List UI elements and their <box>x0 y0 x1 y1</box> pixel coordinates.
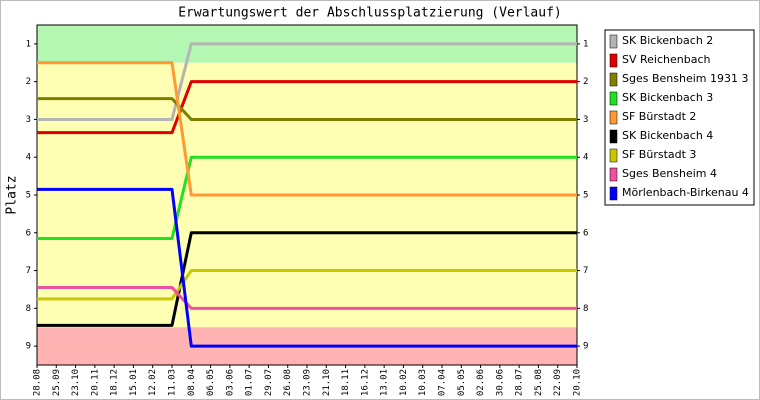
legend-label: Mörlenbach-Birkenau 4 <box>622 186 749 199</box>
x-tick-label: 02.06 <box>476 369 486 396</box>
series-line <box>37 42 577 121</box>
series-line <box>37 80 577 135</box>
x-tick-label: 01.07 <box>245 369 255 396</box>
legend-label: SF Bürstadt 2 <box>622 110 696 123</box>
x-tick-label: 23.10 <box>71 369 81 396</box>
x-tick-label: 07.04 <box>438 369 448 396</box>
x-tick-label: 26.08 <box>283 369 293 396</box>
y-tick-label: 3 <box>26 115 31 125</box>
legend-label: SF Bürstadt 3 <box>622 148 696 161</box>
legend-swatch <box>609 91 618 106</box>
x-tick-label: 03.06 <box>225 369 235 396</box>
y-tick-label: 5 <box>583 191 588 201</box>
y-tick-label: 7 <box>583 266 588 276</box>
y-tick-label: 6 <box>26 228 31 238</box>
legend-label: SK Bickenbach 4 <box>622 129 713 142</box>
series-line <box>37 187 577 348</box>
y-axis-label: Platz <box>5 175 20 214</box>
x-tick-label: 28.07 <box>515 369 525 396</box>
legend-label: Sges Bensheim 4 <box>622 167 717 180</box>
y-tick-label: 8 <box>26 304 31 314</box>
x-tick-label: 05.05 <box>457 369 467 396</box>
legend-label: SK Bickenbach 3 <box>622 91 713 104</box>
legend-swatch <box>609 110 618 125</box>
legend-swatch <box>609 186 618 201</box>
x-tick-label: 08.04 <box>187 369 197 396</box>
x-tick-label: 18.11 <box>341 369 351 396</box>
x-tick-label: 21.10 <box>322 369 332 396</box>
y-tick-label: 3 <box>583 115 588 125</box>
x-tick-label: 20.10 <box>573 369 583 396</box>
legend-swatch <box>609 53 618 68</box>
chart-title: Erwartungswert der Abschlussplatzierung … <box>178 6 562 21</box>
y-tick-label: 7 <box>26 266 31 276</box>
x-tick-label: 18.12 <box>110 369 120 396</box>
x-tick-label: 15.01 <box>129 369 139 396</box>
x-tick-label: 16.12 <box>360 369 370 396</box>
x-tick-label: 20.11 <box>90 369 100 396</box>
legend-swatch <box>609 167 618 182</box>
x-tick-label: 10.02 <box>399 369 409 396</box>
y-tick-label: 5 <box>26 191 31 201</box>
legend-label: SV Reichenbach <box>622 53 711 66</box>
x-tick-label: 23.09 <box>303 369 313 396</box>
x-tick-label: 06.05 <box>206 369 216 396</box>
y-tick-label: 2 <box>583 77 588 87</box>
y-tick-label: 4 <box>26 153 31 163</box>
y-tick-label: 8 <box>583 304 588 314</box>
x-tick-label: 10.03 <box>418 369 428 396</box>
x-tick-label: 29.07 <box>264 369 274 396</box>
x-tick-label: 25.08 <box>534 369 544 396</box>
legend-box <box>604 29 755 206</box>
legend-swatch <box>609 34 618 49</box>
legend-label: Sges Bensheim 1931 3 <box>622 72 748 85</box>
legend-swatch <box>609 72 618 87</box>
legend-swatch <box>609 129 618 144</box>
x-tick-label: 25.09 <box>52 369 62 396</box>
legend-label: SK Bickenbach 2 <box>622 34 713 47</box>
x-tick-label: 28.08 <box>33 369 43 396</box>
series-line <box>37 269 577 301</box>
y-tick-label: 1 <box>26 39 31 49</box>
x-tick-label: 13.01 <box>380 369 390 396</box>
x-tick-label: 22.09 <box>553 369 563 396</box>
legend-swatch <box>609 148 618 163</box>
y-tick-label: 1 <box>583 39 588 49</box>
y-tick-label: 6 <box>583 228 588 238</box>
series-line <box>37 231 577 327</box>
y-tick-label: 4 <box>583 153 588 163</box>
y-tick-label: 9 <box>583 342 588 352</box>
series-line <box>37 61 577 197</box>
series-line <box>37 155 577 240</box>
y-tick-label: 9 <box>26 342 31 352</box>
series-line <box>37 97 577 121</box>
x-tick-label: 30.06 <box>495 369 505 396</box>
x-tick-label: 12.02 <box>148 369 158 396</box>
series-line <box>37 286 577 310</box>
y-tick-label: 2 <box>26 77 31 87</box>
x-tick-label: 11.03 <box>168 369 178 396</box>
